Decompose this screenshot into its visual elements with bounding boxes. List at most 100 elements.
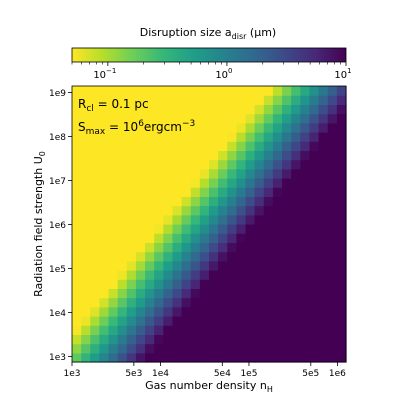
heatmap-cell xyxy=(236,325,247,335)
heatmap-cell xyxy=(172,214,183,225)
heatmap-cell xyxy=(81,113,91,124)
heatmap-cell xyxy=(318,104,329,115)
heatmap-cell xyxy=(209,86,219,96)
heatmap-cell xyxy=(245,260,256,271)
heatmap-cell xyxy=(209,316,219,326)
heatmap-cell xyxy=(99,141,110,151)
heatmap-cell xyxy=(126,205,137,216)
heatmap-cell xyxy=(291,288,301,299)
heatmap-cell xyxy=(172,316,183,326)
colorbar-tick-label: 10−1 xyxy=(93,67,116,81)
heatmap-cell xyxy=(72,104,82,115)
heatmap-cell xyxy=(254,150,265,161)
heatmap-cell xyxy=(181,214,192,225)
heatmap-cell xyxy=(90,159,100,170)
heatmap-cell xyxy=(236,343,247,354)
heatmap-cell xyxy=(227,224,237,234)
heatmap-cell xyxy=(336,95,347,105)
heatmap-cell xyxy=(117,251,128,262)
heatmap-cell xyxy=(254,159,265,170)
heatmap-cell xyxy=(327,306,338,317)
heatmap-cell xyxy=(154,168,164,179)
heatmap-cell xyxy=(236,270,247,280)
heatmap-cell xyxy=(236,150,247,161)
heatmap-cell xyxy=(108,122,119,133)
heatmap-cell xyxy=(72,233,82,243)
heatmap-cell xyxy=(163,297,174,308)
heatmap-cell xyxy=(108,297,119,308)
heatmap-cell xyxy=(190,178,201,188)
heatmap-cell xyxy=(99,352,110,363)
heatmap-cell xyxy=(327,187,338,197)
heatmap-cell xyxy=(81,150,91,161)
heatmap-cell xyxy=(190,242,201,253)
heatmap-cell xyxy=(291,233,301,243)
heatmap-cell xyxy=(218,325,228,335)
heatmap-cell xyxy=(336,214,347,225)
heatmap-cell xyxy=(108,343,119,354)
heatmap-cell xyxy=(336,352,347,363)
heatmap-cell xyxy=(309,113,320,124)
heatmap-cell xyxy=(336,270,347,280)
heatmap-cell xyxy=(154,86,164,96)
heatmap-cell xyxy=(209,196,219,207)
heatmap-cell xyxy=(81,233,91,243)
heatmap-cell xyxy=(117,343,128,354)
heatmap-cell xyxy=(336,132,347,142)
heatmap-cell xyxy=(218,279,228,289)
heatmap-cell xyxy=(245,159,256,170)
heatmap-cell xyxy=(163,233,174,243)
heatmap-cell xyxy=(254,233,265,243)
heatmap-cell xyxy=(117,159,128,170)
heatmap-cell xyxy=(126,316,137,326)
heatmap-cell xyxy=(126,334,137,345)
heatmap-cell xyxy=(272,233,283,243)
heatmap-cell xyxy=(172,325,183,335)
heatmap-cell xyxy=(90,95,100,105)
heatmap-cell xyxy=(218,196,228,207)
heatmap-cell xyxy=(272,352,283,363)
heatmap-cell xyxy=(81,214,91,225)
heatmap-cell xyxy=(236,159,247,170)
heatmap-cell xyxy=(227,95,237,105)
heatmap-cell xyxy=(263,178,274,188)
heatmap-cell xyxy=(227,316,237,326)
heatmap-cell xyxy=(154,113,164,124)
heatmap-cell xyxy=(336,242,347,253)
heatmap-cell xyxy=(327,279,338,289)
heatmap-cell xyxy=(282,159,292,170)
heatmap-cell xyxy=(309,352,320,363)
heatmap-cell xyxy=(190,122,201,133)
heatmap-cell xyxy=(309,168,320,179)
heatmap-cell xyxy=(72,316,82,326)
heatmap-cell xyxy=(291,260,301,271)
heatmap-cell xyxy=(163,288,174,299)
heatmap-cell xyxy=(154,205,164,216)
heatmap-cell xyxy=(282,288,292,299)
heatmap-cell xyxy=(263,288,274,299)
heatmap-cell xyxy=(245,196,256,207)
heatmap-cell xyxy=(218,122,228,133)
heatmap-cell xyxy=(209,122,219,133)
heatmap-cell xyxy=(190,251,201,262)
heatmap-cell xyxy=(172,279,183,289)
heatmap-cell xyxy=(327,214,338,225)
heatmap-cell xyxy=(263,168,274,179)
heatmap-cell xyxy=(108,224,119,234)
heatmap-cell xyxy=(99,168,110,179)
heatmap-cell xyxy=(300,325,311,335)
heatmap-cell xyxy=(300,113,311,124)
heatmap-cell xyxy=(135,306,146,317)
heatmap-cell xyxy=(272,159,283,170)
heatmap-cell xyxy=(145,113,155,124)
heatmap-cell xyxy=(236,168,247,179)
heatmap-cell xyxy=(318,122,329,133)
heatmap-cell xyxy=(336,224,347,234)
heatmap-cell xyxy=(236,251,247,262)
heatmap-cell xyxy=(245,150,256,161)
heatmap-cell xyxy=(309,279,320,289)
heatmap-cell xyxy=(209,95,219,105)
heatmap-cell xyxy=(163,168,174,179)
heatmap-cell xyxy=(181,251,192,262)
heatmap-cell xyxy=(199,325,210,335)
